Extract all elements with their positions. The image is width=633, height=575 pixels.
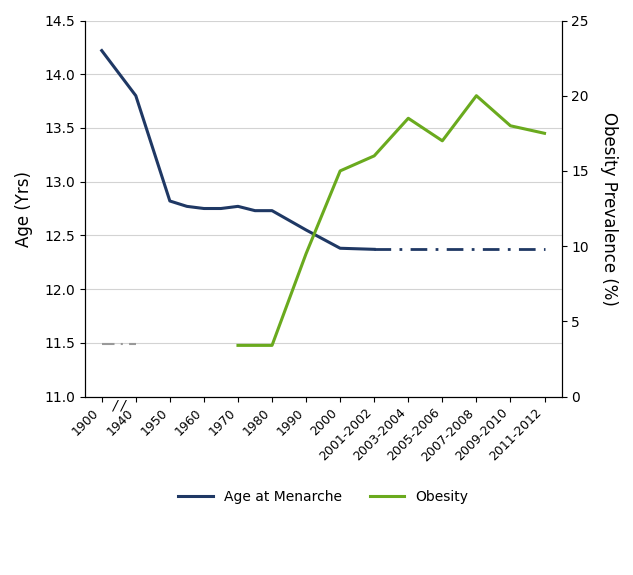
Legend: Age at Menarche, Obesity: Age at Menarche, Obesity (172, 485, 474, 510)
Y-axis label: Obesity Prevalence (%): Obesity Prevalence (%) (600, 112, 618, 305)
Y-axis label: Age (Yrs): Age (Yrs) (15, 171, 33, 247)
Text: / /: / / (112, 398, 125, 413)
